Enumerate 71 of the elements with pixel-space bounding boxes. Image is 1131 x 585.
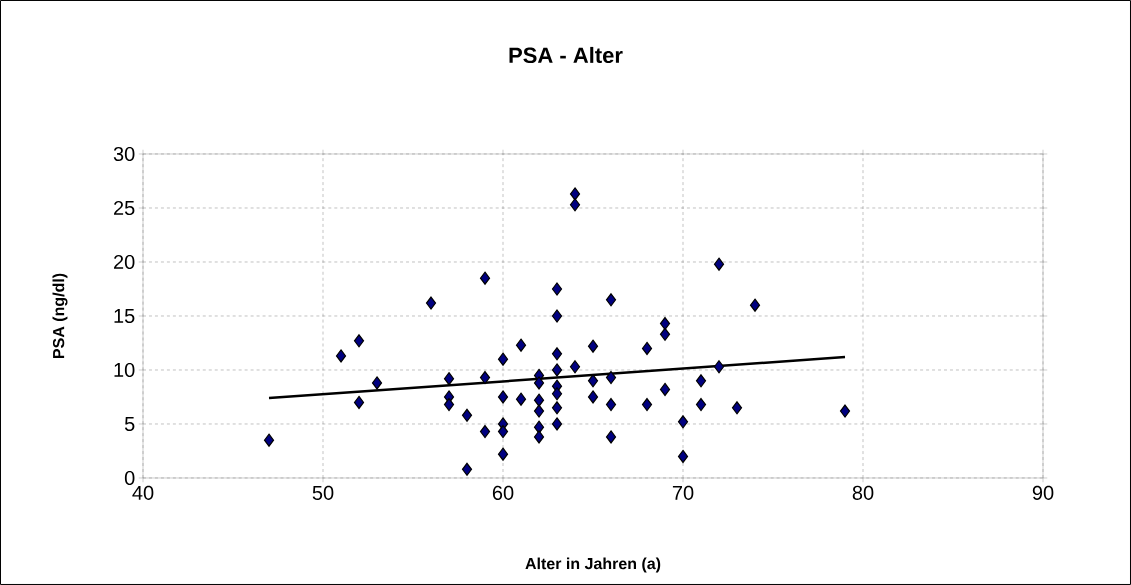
point [461,408,473,422]
point [605,430,617,444]
point [551,387,563,401]
y-axis-title: PSA (ng/dl) [52,273,68,359]
point [515,338,527,352]
point [659,382,671,397]
point [659,316,671,331]
point [677,415,689,429]
point [713,360,725,374]
point [605,293,617,307]
point [263,433,275,447]
point [497,447,509,461]
x-axis-title: Alter in Jahren (a) [525,557,661,573]
x-tick-label: 40 [132,485,154,500]
point [533,430,545,444]
point [587,390,599,404]
point [497,390,509,404]
x-tick-label: 80 [852,485,874,500]
y-tick-label: 10 [114,362,135,378]
x-tick-label: 60 [492,485,514,500]
point [641,397,653,412]
point [497,424,509,439]
point [731,401,743,415]
point [479,424,491,439]
point [551,401,563,415]
point [569,187,581,201]
point [443,397,455,412]
point [641,341,653,355]
point [461,462,473,476]
y-tick-label: 0 [124,470,135,486]
point [569,198,581,212]
point [713,257,725,271]
y-tick-label: 5 [124,417,135,431]
point [425,296,437,310]
point [569,360,581,374]
point [695,374,707,388]
point [839,404,851,418]
point [533,420,545,434]
point [659,327,671,341]
point [605,397,617,412]
point [587,339,599,353]
y-tick-label: 20 [113,254,135,270]
point [551,363,563,377]
point [479,370,491,385]
point [551,282,563,296]
point [587,374,599,388]
point [443,372,455,386]
point [371,376,383,390]
point [353,395,365,409]
point [515,392,527,406]
point [533,393,545,407]
y-tick-label: 30 [113,146,135,162]
y-tick-label: 25 [113,200,135,216]
point [479,271,491,285]
x-tick-label: 90 [1032,485,1054,500]
point [605,370,617,385]
point [335,349,347,363]
x-tick-label: 50 [312,485,334,500]
point [551,309,563,323]
chart-title: PSA - Alter [509,46,623,64]
point [533,376,545,390]
y-tick-label: 15 [114,309,135,323]
point [533,404,545,418]
point [551,417,563,431]
x-tick-label: 70 [672,485,694,500]
point [551,347,563,361]
point [695,397,707,412]
point [353,334,365,348]
point [749,298,761,312]
point [677,449,689,463]
point [497,352,509,366]
